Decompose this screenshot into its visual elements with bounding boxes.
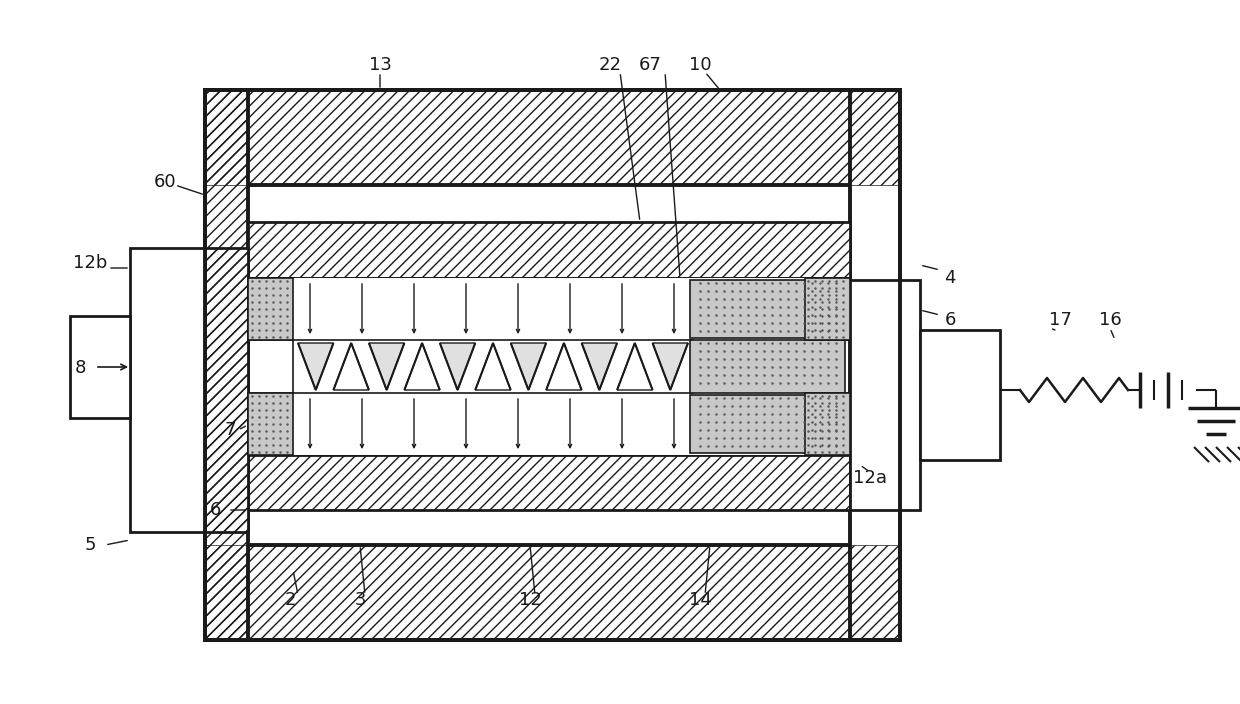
- Bar: [69, 316, 130, 418]
- Bar: [248, 222, 849, 278]
- Polygon shape: [546, 343, 582, 390]
- Polygon shape: [511, 343, 546, 390]
- Bar: [805, 393, 849, 455]
- Text: 67: 67: [639, 56, 661, 74]
- Text: 6: 6: [210, 501, 221, 519]
- Text: 12b: 12b: [73, 254, 107, 272]
- Text: 16: 16: [1099, 311, 1121, 329]
- Bar: [248, 278, 293, 340]
- Polygon shape: [404, 343, 440, 390]
- Bar: [205, 90, 900, 185]
- Bar: [849, 90, 900, 640]
- Bar: [205, 545, 900, 640]
- Polygon shape: [618, 343, 652, 390]
- Text: 4: 4: [944, 269, 956, 287]
- Text: 7: 7: [224, 421, 236, 439]
- Bar: [205, 90, 248, 640]
- Bar: [248, 393, 293, 455]
- Text: 10: 10: [688, 56, 712, 74]
- Polygon shape: [440, 343, 475, 390]
- Polygon shape: [582, 343, 618, 390]
- Text: 2: 2: [284, 591, 296, 609]
- Bar: [205, 248, 248, 532]
- Bar: [205, 90, 248, 640]
- Text: 60: 60: [154, 173, 176, 191]
- Text: 8: 8: [74, 359, 86, 377]
- Polygon shape: [334, 343, 370, 390]
- Polygon shape: [370, 343, 404, 390]
- Bar: [293, 340, 693, 393]
- Bar: [248, 278, 849, 340]
- Bar: [205, 248, 248, 532]
- Text: 17: 17: [1049, 311, 1071, 329]
- Polygon shape: [298, 343, 334, 390]
- Bar: [248, 455, 849, 510]
- Bar: [130, 248, 205, 532]
- Bar: [689, 395, 844, 453]
- Text: 12a: 12a: [853, 469, 887, 487]
- Text: 22: 22: [599, 56, 621, 74]
- Bar: [205, 545, 900, 640]
- Bar: [689, 280, 844, 338]
- Text: 12: 12: [518, 591, 542, 609]
- Bar: [248, 455, 849, 510]
- Bar: [248, 393, 849, 455]
- Text: 6: 6: [945, 311, 956, 329]
- Text: 5: 5: [84, 536, 95, 554]
- Bar: [248, 222, 849, 278]
- Bar: [849, 280, 920, 510]
- Text: 14: 14: [688, 591, 712, 609]
- Bar: [689, 340, 844, 393]
- Bar: [805, 278, 849, 340]
- Text: 13: 13: [368, 56, 392, 74]
- Bar: [920, 330, 999, 460]
- Bar: [205, 90, 900, 185]
- Text: 3: 3: [355, 591, 366, 609]
- Polygon shape: [652, 343, 688, 390]
- Polygon shape: [475, 343, 511, 390]
